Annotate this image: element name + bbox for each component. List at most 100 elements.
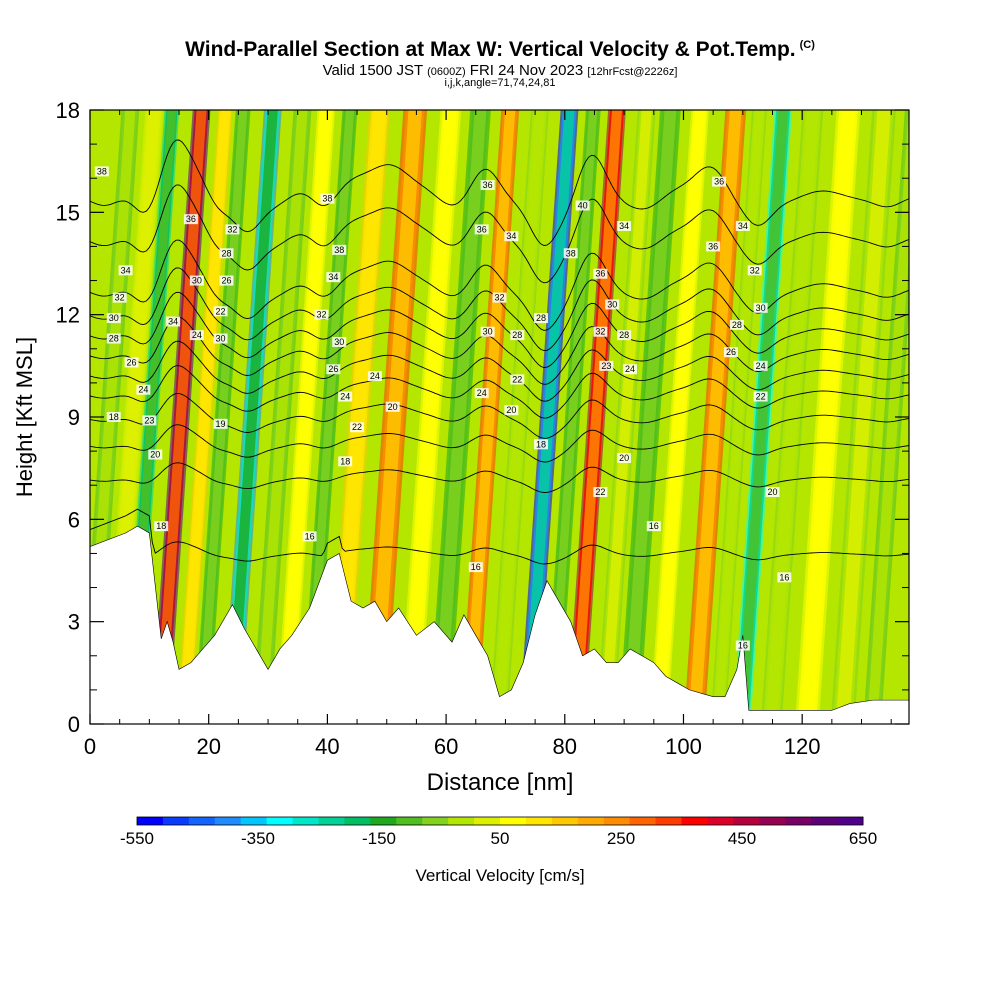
theta-label: 34 — [504, 231, 519, 242]
colorbar-swatch — [733, 817, 760, 825]
theta-label-text: 38 — [322, 194, 332, 204]
theta-label: 28 — [219, 248, 234, 259]
theta-labels: 38 34 32 30 28 26 24 23 20 18 18 36 30 34 24 19 32 28 26 22… — [94, 166, 792, 651]
colorbar-tick-label: 250 — [607, 829, 635, 848]
theta-label-box — [599, 360, 614, 371]
theta-label-text: 18 — [340, 456, 350, 466]
theta-label: 34 — [735, 220, 750, 231]
theta-label: 30 — [605, 299, 620, 310]
theta-label: 32 — [112, 292, 127, 303]
theta-label-box — [617, 330, 632, 341]
theta-label-box — [332, 336, 347, 347]
theta-label-text: 26 — [221, 276, 231, 286]
theta-label: 26 — [124, 357, 139, 368]
theta-label-text: 32 — [115, 293, 125, 303]
theta-label-text: 19 — [216, 419, 226, 429]
theta-label-box — [480, 326, 495, 337]
theta-label-box — [94, 166, 109, 177]
theta-label-box — [314, 309, 329, 320]
theta-label: 20 — [617, 452, 632, 463]
theta-label-text: 32 — [494, 293, 504, 303]
theta-label-text: 32 — [316, 310, 326, 320]
theta-label: 32 — [492, 292, 507, 303]
theta-label-box — [338, 391, 353, 402]
theta-label-box — [225, 224, 240, 235]
theta-label-box — [367, 371, 382, 382]
theta-label-box — [302, 531, 317, 542]
theta-label-box — [723, 347, 738, 358]
velocity-band — [622, 110, 677, 724]
theta-label-box — [350, 422, 365, 433]
theta-label-text: 36 — [477, 224, 487, 234]
theta-label: 26 — [723, 347, 738, 358]
theta-label: 32 — [593, 326, 608, 337]
theta-label: 30 — [213, 333, 228, 344]
colorbar-swatch — [551, 817, 579, 825]
theta-label-box — [142, 415, 157, 426]
theta-label-box — [729, 319, 744, 330]
y-tick-label: 18 — [56, 98, 80, 123]
theta-label-text: 20 — [619, 453, 629, 463]
theta-label: 22 — [213, 306, 228, 317]
forecast-info: [12hrFcst@2226z] — [587, 66, 678, 78]
y-tick-label: 6 — [68, 507, 80, 532]
velocity-band — [865, 110, 909, 724]
theta-contours — [90, 139, 909, 565]
theta-label-box — [563, 248, 578, 259]
theta-label-text: 20 — [388, 402, 398, 412]
theta-label-text: 28 — [221, 248, 231, 258]
theta-label-box — [106, 333, 121, 344]
theta-label-box — [136, 384, 151, 395]
theta-label-box — [712, 176, 727, 187]
theta-label: 36 — [474, 224, 489, 235]
theta-label-text: 22 — [216, 306, 226, 316]
velocity-band — [713, 110, 764, 724]
theta-label-box — [338, 456, 353, 467]
theta-label: 20 — [385, 401, 400, 412]
theta-label-box — [166, 316, 181, 327]
theta-label-text: 22 — [756, 392, 766, 402]
velocity-band — [197, 110, 248, 724]
x-tick-label: 40 — [315, 734, 339, 759]
colorbar-swatch — [370, 817, 397, 825]
copyright-mark: (C) — [799, 39, 815, 51]
theta-contour — [90, 365, 909, 419]
velocity-band — [255, 110, 308, 724]
theta-label-box — [534, 439, 549, 450]
y-tick-label: 0 — [68, 712, 80, 737]
theta-label: 30 — [106, 313, 121, 324]
velocity-band — [736, 110, 789, 724]
theta-label-text: 36 — [595, 269, 605, 279]
theta-label-text: 20 — [150, 450, 160, 460]
theta-label: 19 — [213, 418, 228, 429]
colorbar-swatch — [577, 817, 605, 825]
theta-label: 20 — [148, 449, 163, 460]
theta-label-text: 26 — [127, 357, 137, 367]
colorbar-swatch — [525, 817, 553, 825]
theta-label: 24 — [753, 360, 768, 371]
theta-label-box — [148, 449, 163, 460]
y-tick-label: 9 — [68, 405, 80, 430]
theta-label: 36 — [712, 176, 727, 187]
theta-label-box — [575, 200, 590, 211]
title-text: Wind-Parallel Section at Max W: Vertical… — [185, 38, 796, 61]
theta-label-box — [183, 214, 198, 225]
theta-label: 36 — [706, 241, 721, 252]
theta-label: 20 — [765, 487, 780, 498]
colorbar-swatch — [759, 817, 786, 825]
theta-label-box — [492, 292, 507, 303]
theta-label: 32 — [225, 224, 240, 235]
colorbar-tick-label: -150 — [362, 829, 396, 848]
theta-label-box — [593, 487, 608, 498]
theta-label: 34 — [166, 316, 181, 327]
theta-label-text: 34 — [619, 221, 629, 231]
velocity-band — [493, 110, 545, 724]
theta-label-box — [189, 330, 204, 341]
theta-label: 18 — [106, 412, 121, 422]
theta-label-text: 24 — [370, 371, 380, 381]
colorbar-tick-label: 650 — [849, 829, 877, 848]
theta-label: 16 — [302, 531, 317, 542]
theta-label-text: 24 — [477, 388, 487, 398]
theta-label-text: 34 — [168, 316, 178, 326]
colorbar-swatch — [240, 817, 268, 825]
